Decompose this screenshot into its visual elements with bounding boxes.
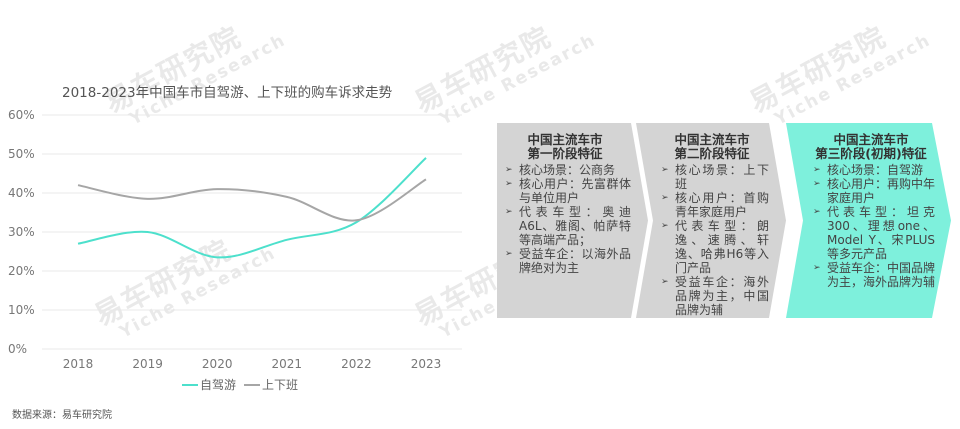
y-tick-label: 0%	[8, 342, 27, 356]
stage-2-item: 核心场景：上下班	[655, 163, 769, 191]
y-tick-label: 20%	[8, 264, 35, 278]
x-tick-label: 2023	[411, 357, 442, 371]
stage-3-title-line1: 中国主流车市	[833, 132, 909, 147]
stage-1-list: 核心场景：公商务 核心用户：先富群体与单位用户 代表车型：奥迪A6L、雅阁、帕萨…	[499, 163, 631, 275]
stage-1-item: 代表车型：奥迪A6L、雅阁、帕萨特等高端产品；	[499, 205, 631, 247]
y-tick-label: 30%	[8, 225, 35, 239]
chart-title: 2018-2023年中国车市自驾游、上下班的购车诉求走势	[62, 85, 393, 101]
x-tick-label: 2018	[63, 357, 94, 371]
stage-2-item: 代表车型：朗逸、速腾、轩逸、哈弗H6等入门产品	[655, 219, 769, 275]
legend-label-1: 上下班	[262, 378, 299, 392]
y-tick-label: 10%	[8, 303, 35, 317]
stage-1-item: 核心场景：公商务	[499, 163, 631, 177]
x-tick-label: 2020	[202, 357, 233, 371]
stage-2-item: 受益车企：海外品牌为主，中国品牌为辅	[655, 275, 769, 317]
stage-1-title-line1: 中国主流车市	[527, 132, 603, 147]
stage-1-item: 核心用户：先富群体与单位用户	[499, 177, 631, 205]
stage-3-title-line2: 第三阶段(初期)特征	[815, 146, 927, 161]
stage-3-item: 代表车型：坦克300、理想one、Model Y、宋PLUS等多元产品	[807, 205, 935, 261]
stage-panels: 中国主流车市 第一阶段特征 核心场景：公商务 核心用户：先富群体与单位用户 代表…	[497, 123, 951, 318]
legend-item-1: 上下班	[244, 376, 298, 393]
stage-1-item: 受益车企：以海外品牌绝对为主	[499, 247, 631, 275]
stage-3-item: 核心用户：再购中年家庭用户	[807, 177, 935, 205]
stage-2-title-line2: 第二阶段特征	[674, 146, 750, 161]
x-tick-label: 2019	[132, 357, 163, 371]
series-line-0	[77, 157, 427, 259]
y-tick-label: 50%	[8, 147, 35, 161]
y-tick-label: 40%	[8, 186, 35, 200]
stage-3: 中国主流车市 第三阶段(初期)特征 核心场景：自驾游 核心用户：再购中年家庭用户…	[807, 123, 935, 318]
stage-2-title-line1: 中国主流车市	[674, 132, 750, 147]
data-source: 数据来源：易车研究院	[12, 410, 112, 421]
stage-1-title-line2: 第一阶段特征	[527, 146, 603, 161]
x-tick-label: 2022	[341, 357, 372, 371]
legend-item-0: 自驾游	[182, 376, 236, 393]
chart-legend: 自驾游 上下班	[182, 376, 298, 393]
stage-3-item: 受益车企：中国品牌为主，海外品牌为辅	[807, 261, 935, 289]
series-line-1	[77, 178, 427, 222]
legend-swatch-1	[244, 383, 261, 386]
y-tick-label: 60%	[8, 108, 35, 122]
stage-2: 中国主流车市 第二阶段特征 核心场景：上下班 核心用户：首购青年家庭用户 代表车…	[655, 123, 769, 318]
stage-2-item: 核心用户：首购青年家庭用户	[655, 191, 769, 219]
legend-swatch-0	[182, 383, 198, 386]
stage-3-list: 核心场景：自驾游 核心用户：再购中年家庭用户 代表车型：坦克300、理想one、…	[807, 163, 935, 289]
x-tick-label: 2021	[272, 357, 303, 371]
legend-label-0: 自驾游	[200, 378, 237, 392]
stage-3-item: 核心场景：自驾游	[807, 163, 935, 177]
stage-1: 中国主流车市 第一阶段特征 核心场景：公商务 核心用户：先富群体与单位用户 代表…	[499, 123, 631, 318]
stage-2-list: 核心场景：上下班 核心用户：首购青年家庭用户 代表车型：朗逸、速腾、轩逸、哈弗H…	[655, 163, 769, 317]
